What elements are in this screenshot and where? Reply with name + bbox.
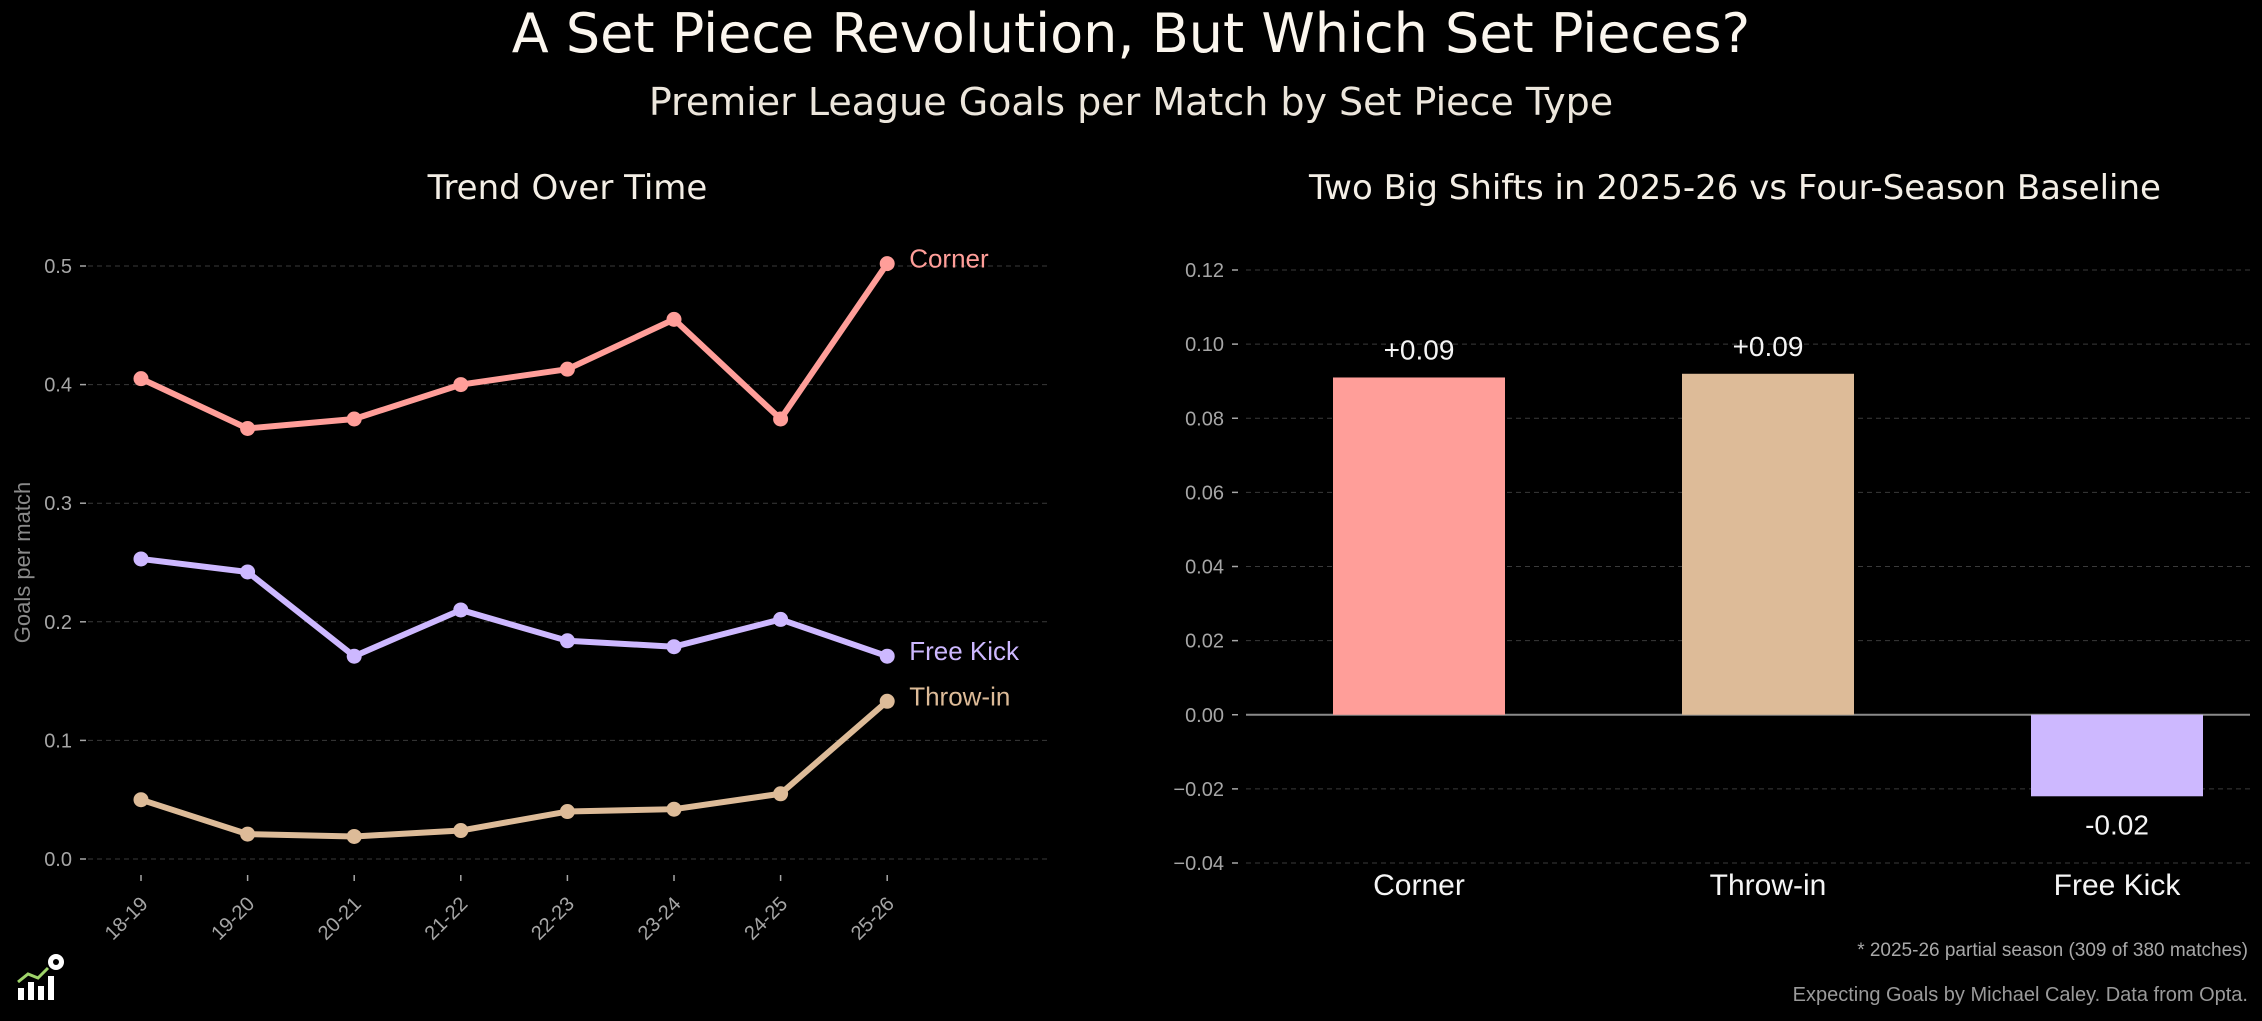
page-title: A Set Piece Revolution, But Which Set Pi… [511, 2, 1751, 65]
line-point [666, 311, 682, 327]
bar-chart-ytick-label: 0.08 [1185, 408, 1224, 430]
line-chart-ytick-label: 0.0 [44, 849, 72, 871]
chart-soccer-ball-logo-icon [14, 952, 66, 1004]
line-point [346, 648, 362, 664]
bar-category-label: Free Kick [2054, 869, 2182, 902]
line-series-corner [138, 260, 891, 432]
line-chart-ytick-label: 0.5 [44, 256, 72, 278]
line-chart-xtick-label: 22-23 [527, 893, 579, 945]
bar-value-label: -0.02 [2085, 809, 2149, 840]
line-chart-ytick-label: 0.1 [44, 730, 72, 752]
line-point [453, 602, 469, 618]
line-chart-xtick-label: 25-26 [847, 893, 899, 945]
line-point [773, 411, 789, 427]
line-chart-xtick-label: 24-25 [740, 893, 792, 945]
line-point [559, 804, 575, 820]
bar-category-label: Corner [1373, 869, 1465, 902]
page-subtitle: Premier League Goals per Match by Set Pi… [648, 80, 1614, 124]
series-label-free-kick: Free Kick [909, 636, 1020, 666]
line-point [879, 693, 895, 709]
bar-free-kick [2031, 714, 2203, 797]
series-label-throw-in: Throw-in [909, 681, 1010, 711]
credit: Expecting Goals by Michael Caley. Data f… [1792, 984, 2248, 1006]
line-point [346, 411, 362, 427]
line-series-free-kick [138, 555, 891, 660]
bar-throw-in [1682, 373, 1854, 715]
line-point [879, 256, 895, 272]
line-chart-ytick-label: 0.4 [44, 375, 72, 397]
line-chart-xtick-label: 19-20 [207, 893, 259, 945]
line-chart-ylabel: Goals per match [10, 482, 35, 643]
bar-value-label: +0.09 [1384, 334, 1455, 365]
line-point [559, 633, 575, 649]
line-point [240, 420, 256, 436]
line-point [879, 648, 895, 664]
line-chart-ytick-label: 0.2 [44, 612, 72, 634]
line-point [346, 828, 362, 844]
line-chart-xtick-label: 23-24 [634, 893, 686, 945]
bar-chart-ytick-label: 0.04 [1185, 557, 1224, 579]
line-chart-title: Trend Over Time [427, 168, 708, 208]
footnote: * 2025-26 partial season (309 of 380 mat… [1857, 940, 2248, 961]
bar-chart-ytick-label: 0.12 [1185, 260, 1224, 282]
bar-value-label: +0.09 [1733, 331, 1804, 362]
line-chart-xtick-label: 21-22 [421, 893, 473, 945]
bar-corner [1333, 377, 1505, 715]
line-point [133, 371, 149, 387]
line-point [453, 377, 469, 393]
line-point [773, 611, 789, 627]
bar-chart-ytick-label: 0.10 [1185, 334, 1224, 356]
line-point [240, 564, 256, 580]
line-point [240, 826, 256, 842]
bar-chart-ytick-label: −0.04 [1173, 853, 1224, 875]
line-point [559, 361, 575, 377]
line-point [133, 551, 149, 567]
bar-chart-ytick-label: 0.06 [1185, 482, 1224, 504]
line-chart-ytick-label: 0.3 [44, 493, 72, 515]
line-point [773, 786, 789, 802]
line-series-throw-in [138, 698, 891, 840]
series-label-corner: Corner [909, 244, 989, 274]
bar-chart-title: Two Big Shifts in 2025-26 vs Four-Season… [1309, 168, 2161, 208]
line-point [666, 639, 682, 655]
line-chart-xtick-label: 20-21 [314, 893, 366, 945]
line-chart-xtick-label: 18-19 [101, 893, 153, 945]
bar-chart-ytick-label: 0.02 [1185, 631, 1224, 653]
line-point [133, 792, 149, 808]
line-point [453, 823, 469, 839]
bar-category-label: Throw-in [1710, 869, 1827, 902]
bar-chart-ytick-label: −0.02 [1173, 779, 1224, 801]
line-point [666, 801, 682, 817]
bar-chart-ytick-label: 0.00 [1185, 705, 1224, 727]
